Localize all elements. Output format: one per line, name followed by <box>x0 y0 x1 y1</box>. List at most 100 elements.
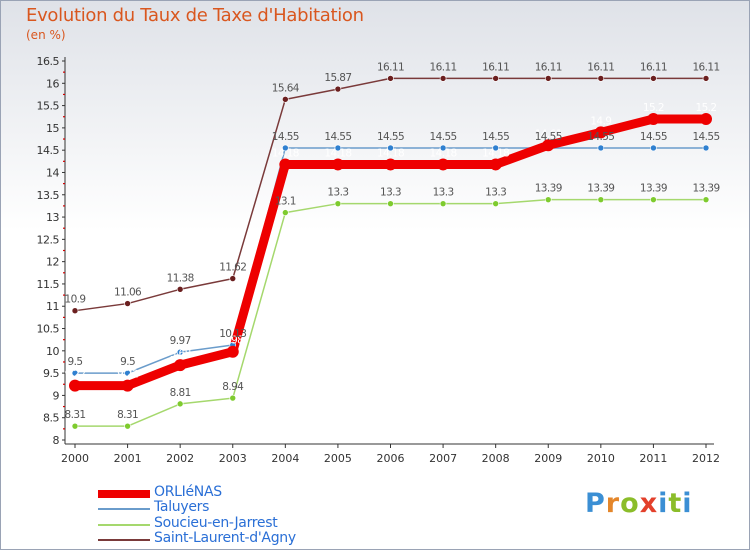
data-point <box>702 196 710 203</box>
x-tick-label: 2008 <box>482 452 510 465</box>
data-point <box>492 75 499 82</box>
data-label: 14.18 <box>482 147 509 159</box>
data-label: 13.39 <box>692 183 719 195</box>
data-label: 8.31 <box>117 409 138 421</box>
data-label: 14.55 <box>692 131 719 143</box>
data-label: 9.5 <box>68 356 83 368</box>
data-point <box>226 345 239 358</box>
data-label: 13.39 <box>587 183 614 195</box>
data-point <box>69 379 81 392</box>
x-tick-label: 2005 <box>324 452 352 465</box>
data-label: 10.13 <box>219 328 246 340</box>
x-tick-label: 2002 <box>166 452 194 465</box>
data-point <box>489 158 502 171</box>
legend-swatch <box>98 490 150 498</box>
data-point <box>439 144 447 152</box>
data-point <box>650 75 657 82</box>
data-point <box>229 394 237 402</box>
data-label: 14.18 <box>324 147 351 159</box>
data-label: 15.87 <box>324 72 351 84</box>
data-point <box>331 158 344 171</box>
data-label: 13.39 <box>640 183 667 195</box>
data-label: 8.81 <box>170 387 191 399</box>
data-label: 14.55 <box>482 131 509 143</box>
y-tick-label: 12.5 <box>37 233 60 246</box>
data-label: 16.11 <box>430 61 457 73</box>
data-point <box>124 422 131 430</box>
data-point <box>334 200 342 207</box>
legend-swatch <box>98 524 150 526</box>
logo-letter: x <box>639 488 659 519</box>
legend-label: ORLIéNAS <box>154 484 222 500</box>
legend-label: Saint-Laurent-d'Agny <box>154 530 296 546</box>
y-tick-label: 12 <box>46 256 59 269</box>
data-label: 13.39 <box>535 183 562 195</box>
data-label: 16.11 <box>587 61 614 73</box>
data-point <box>174 359 187 372</box>
data-label: 9.22 <box>117 369 138 381</box>
data-point <box>597 144 605 152</box>
data-label: 16.11 <box>692 61 719 73</box>
chart-unit: (en %) <box>26 28 66 42</box>
data-label: 13.3 <box>433 187 454 199</box>
data-label: 14.18 <box>430 147 457 159</box>
data-label: 14.55 <box>272 131 299 143</box>
data-point <box>282 96 289 103</box>
data-label: 14.55 <box>377 131 404 143</box>
logo-letter: r <box>605 488 621 519</box>
y-tick-label: 11.5 <box>37 278 60 291</box>
data-point <box>176 400 184 408</box>
logo-letter: P <box>585 488 606 519</box>
data-label: 14.55 <box>640 131 667 143</box>
y-tick-label: 15.5 <box>37 100 60 113</box>
data-label: 9.5 <box>120 356 135 368</box>
y-tick-label: 14 <box>46 166 59 179</box>
logo-letter: t <box>668 488 683 519</box>
data-label: 16.11 <box>377 61 404 73</box>
y-tick-label: 15 <box>46 122 59 135</box>
y-tick-label: 11 <box>46 300 59 313</box>
data-point <box>542 139 555 152</box>
data-point <box>702 144 710 152</box>
logo-letter: i <box>682 488 693 519</box>
x-tick-label: 2009 <box>534 452 562 465</box>
data-label: 14.18 <box>272 147 299 159</box>
data-label: 8.94 <box>222 381 244 393</box>
y-tick-label: 9.5 <box>43 367 59 380</box>
data-label: 14.55 <box>324 131 351 143</box>
data-point <box>544 75 552 82</box>
x-tick-label: 2004 <box>271 452 299 465</box>
data-label: 10.9 <box>65 294 86 306</box>
x-tick-label: 2000 <box>61 452 89 465</box>
data-point <box>176 285 184 293</box>
data-point <box>439 75 447 82</box>
data-point <box>279 158 292 171</box>
data-label: 13.3 <box>327 187 348 199</box>
data-label: 15.64 <box>272 82 300 94</box>
data-point <box>594 126 607 139</box>
data-label: 13.3 <box>485 187 506 199</box>
data-point <box>597 75 605 82</box>
data-point <box>121 379 134 392</box>
y-tick-label: 16 <box>46 77 59 90</box>
data-point <box>702 75 710 82</box>
data-label: 11.38 <box>167 272 194 284</box>
data-point <box>334 144 342 152</box>
data-label: 15.2 <box>643 102 664 114</box>
y-tick-label: 10.5 <box>37 323 60 336</box>
data-label: 16.11 <box>640 61 667 73</box>
data-point <box>439 200 447 207</box>
data-label: 14.55 <box>535 131 562 143</box>
logo-letter: i <box>658 488 669 519</box>
x-tick-label: 2011 <box>639 452 667 465</box>
data-label: 14.9 <box>590 115 611 127</box>
y-tick-label: 16.5 <box>37 55 60 68</box>
data-point <box>700 112 712 125</box>
data-point <box>71 307 79 314</box>
x-tick-label: 2006 <box>377 452 405 465</box>
data-label: 11.62 <box>219 262 246 274</box>
y-tick-label: 9 <box>53 389 60 402</box>
chart-title: Evolution du Taux de Taxe d'Habitation <box>26 5 364 26</box>
data-label: 16.11 <box>482 61 509 73</box>
